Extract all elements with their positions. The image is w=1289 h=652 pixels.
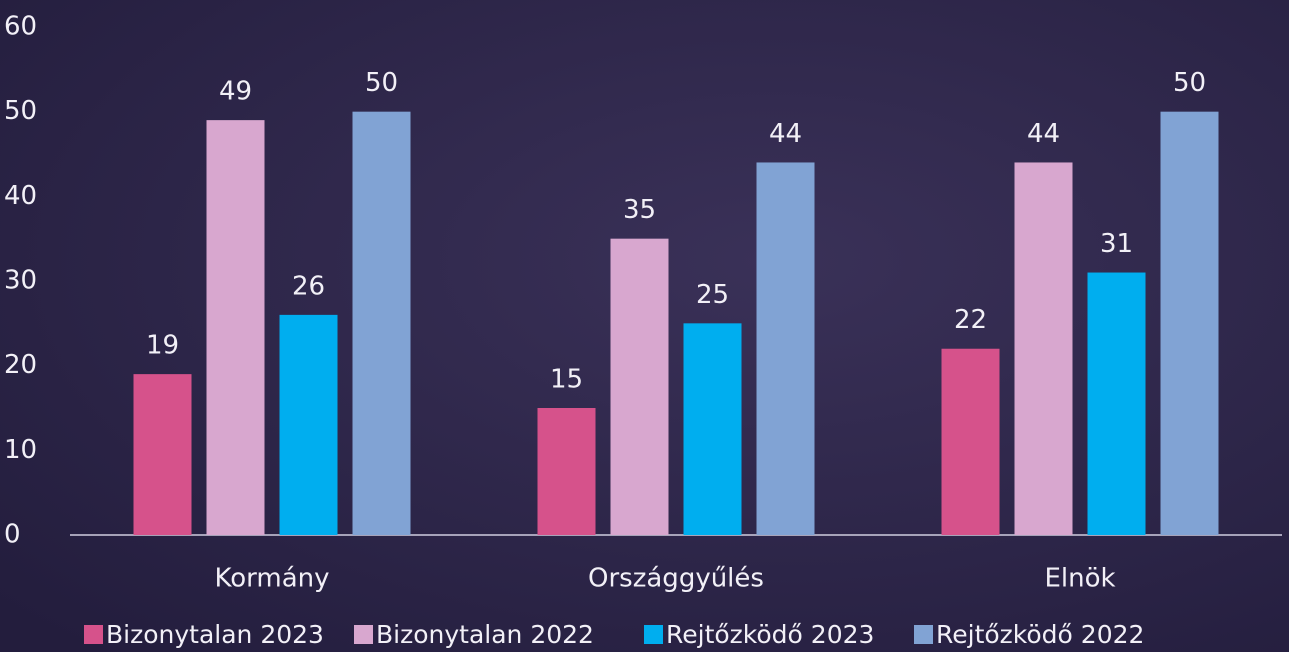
bar [1161, 112, 1219, 535]
value-label: 49 [219, 77, 252, 107]
page: {"chart_data": {"type": "bar", "categori… [0, 0, 1289, 652]
y-tick-label: 0 [4, 520, 21, 550]
legend-swatch [84, 625, 103, 644]
bar [207, 120, 265, 535]
bar [942, 349, 1000, 535]
legend-label: Bizonytalan 2023 [106, 620, 324, 649]
legend-label: Rejtőzködő 2022 [936, 620, 1144, 649]
legend-label: Rejtőzködő 2023 [666, 620, 874, 649]
value-label: 50 [1173, 68, 1206, 98]
legend-swatch [644, 625, 663, 644]
legend-label: Bizonytalan 2022 [376, 620, 594, 649]
legend-swatch [914, 625, 933, 644]
x-tick-label: Országgyűlés [588, 564, 764, 594]
bar [353, 112, 411, 535]
bar [1015, 162, 1073, 535]
bar [280, 315, 338, 535]
bar [538, 408, 596, 535]
value-label: 35 [623, 195, 656, 225]
y-tick-label: 30 [4, 266, 37, 296]
value-label: 44 [1027, 119, 1060, 149]
y-tick-label: 50 [4, 96, 37, 126]
value-label: 25 [696, 280, 729, 310]
value-label: 26 [292, 271, 325, 301]
y-tick-label: 60 [4, 12, 37, 42]
legend-swatch [354, 625, 373, 644]
y-tick-label: 20 [4, 350, 37, 380]
bar [684, 323, 742, 535]
bar [757, 162, 815, 535]
x-tick-label: Elnök [1044, 564, 1115, 594]
value-label: 50 [365, 68, 398, 98]
bar [611, 239, 669, 535]
value-label: 22 [954, 305, 987, 335]
value-label: 31 [1100, 229, 1133, 259]
bar [134, 374, 192, 535]
x-tick-label: Kormány [214, 564, 329, 594]
bar [1088, 273, 1146, 535]
y-tick-label: 40 [4, 181, 37, 211]
value-label: 19 [146, 331, 179, 361]
y-tick-label: 10 [4, 435, 37, 465]
value-label: 44 [769, 119, 802, 149]
value-label: 15 [550, 365, 583, 395]
chart: 0 10 20 30 40 50 60 Kormány 19 49 26 50 Országgyűlés… [0, 0, 1289, 652]
